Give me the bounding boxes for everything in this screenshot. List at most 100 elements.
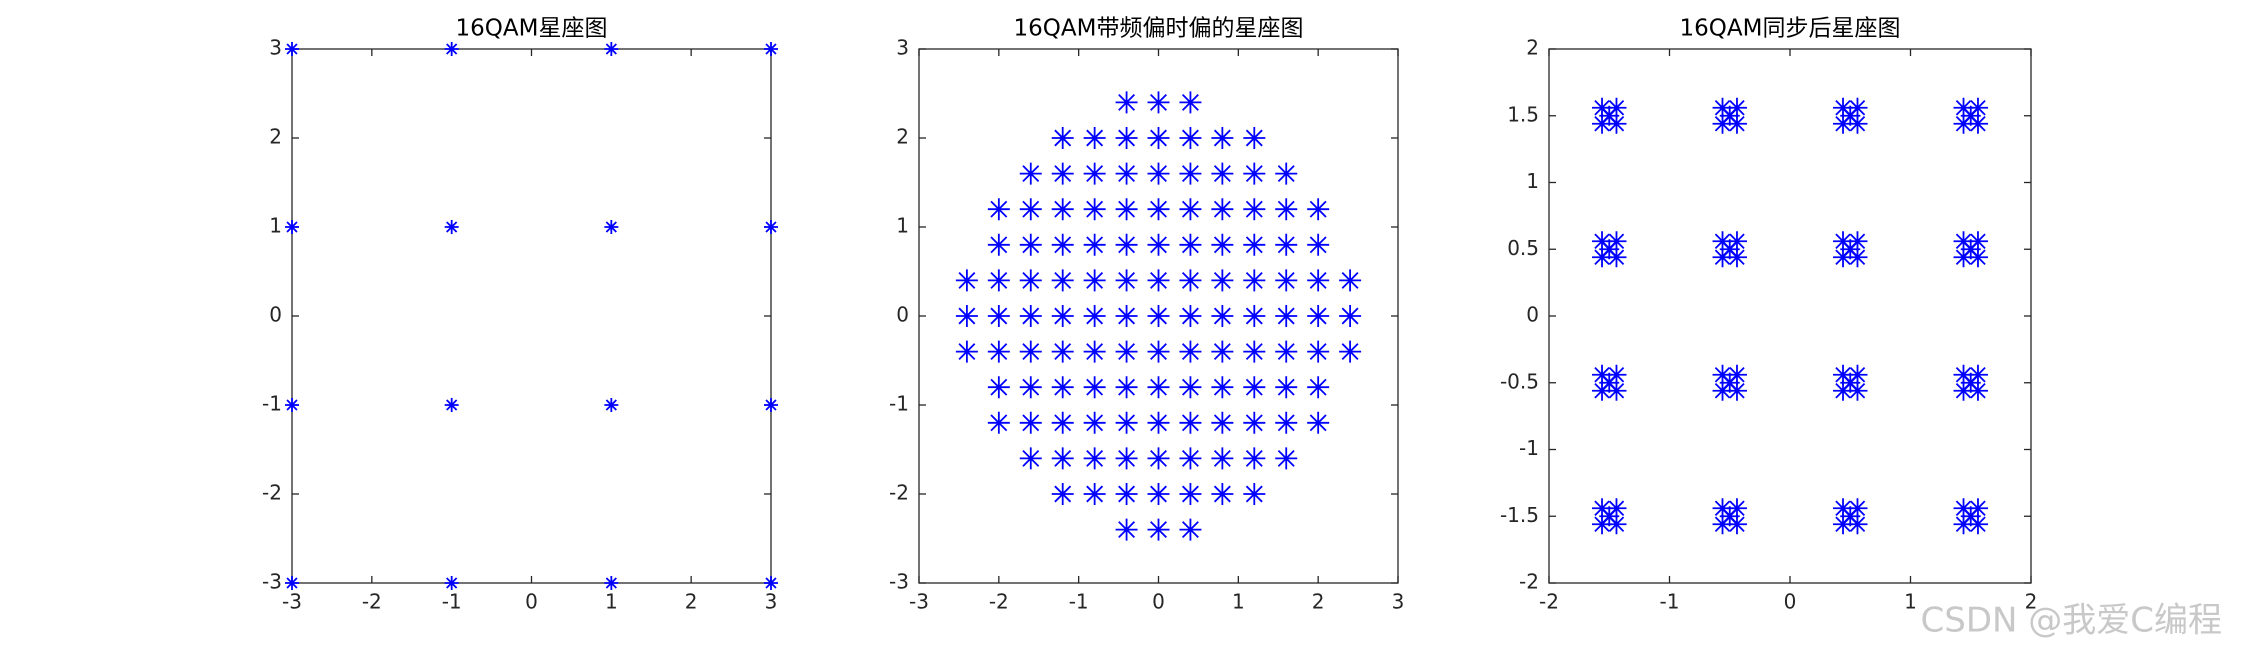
point [1726,514,1747,535]
point [1179,340,1202,363]
point [1019,305,1042,327]
point [1147,269,1170,292]
point [1083,340,1106,363]
point [1083,269,1106,292]
point [1833,231,1854,252]
point [1115,483,1138,505]
chart-title: 16QAM星座图 [456,16,608,42]
point [1726,498,1747,519]
point [1051,376,1074,399]
point [1967,97,1988,118]
point [1051,447,1074,470]
y-tick-label: -1.5 [1500,503,1539,527]
x-tick-label: 0 [1784,590,1797,614]
point [1275,376,1298,399]
point [1115,233,1138,256]
point [1019,269,1042,292]
point [1847,113,1868,134]
point [1606,514,1627,535]
point [444,398,459,412]
point [1083,483,1106,505]
point [1115,127,1138,149]
point [1211,483,1234,505]
point [1847,247,1868,268]
point [1115,91,1138,114]
y-tick-label: -3 [889,570,909,594]
point [1147,162,1170,185]
point [1847,231,1868,252]
x-tick-label: -1 [442,590,462,614]
point [1051,483,1074,505]
point [1115,447,1138,470]
y-tick-label: 1.5 [1507,102,1539,126]
x-tick-label: 2 [2025,590,2038,614]
point [1211,411,1234,434]
x-tick-label: 3 [1392,590,1405,614]
point [764,220,778,234]
point [1275,340,1298,363]
point [1847,97,1868,118]
x-tick-label: -3 [909,590,929,614]
point [1833,380,1854,401]
point [1726,247,1747,268]
point [1592,113,1613,134]
point [1606,364,1627,385]
point [1719,372,1740,393]
watermark: CSDN @我爱C编程 [1921,601,2222,641]
x-tick-label: -2 [989,590,1009,614]
point [1960,239,1981,260]
point [1967,364,1988,385]
point [1840,239,1861,260]
point [1243,340,1266,363]
point [1967,113,1988,134]
y-tick-label: 3 [269,36,282,60]
point [1719,239,1740,260]
y-tick-label: -1 [889,392,909,416]
point [1179,483,1202,505]
point [1019,233,1042,256]
point [1179,411,1202,434]
point [1967,514,1988,535]
point [604,220,619,234]
point [1051,269,1074,292]
y-tick-label: 1 [269,214,282,238]
point [955,305,978,327]
point [1211,127,1234,149]
point [1083,127,1106,149]
point [955,269,978,292]
point [1307,305,1330,327]
point [955,340,978,363]
point [1275,411,1298,434]
x-tick-label: 3 [765,590,778,614]
point [1147,127,1170,149]
point [1833,514,1854,535]
point [1726,364,1747,385]
y-tick-label: 0 [1526,303,1539,327]
point [1953,364,1974,385]
point [1243,483,1266,505]
point [987,305,1010,327]
point [1307,376,1330,399]
point [1211,340,1234,363]
point [1275,447,1298,470]
point [1967,498,1988,519]
point [1115,340,1138,363]
point [1243,162,1266,185]
point [764,42,778,56]
point [1115,198,1138,221]
plot-area [291,48,772,584]
point [1147,198,1170,221]
point [1833,97,1854,118]
point [1606,97,1627,118]
point [604,42,619,56]
point [1833,247,1854,268]
point [1019,447,1042,470]
point [1599,105,1620,126]
point [1339,305,1362,327]
x-tick-label: 1 [605,590,618,614]
point [1083,233,1106,256]
x-tick-label: -1 [1069,590,1089,614]
point [1083,376,1106,399]
point [1953,97,1974,118]
point [1051,340,1074,363]
